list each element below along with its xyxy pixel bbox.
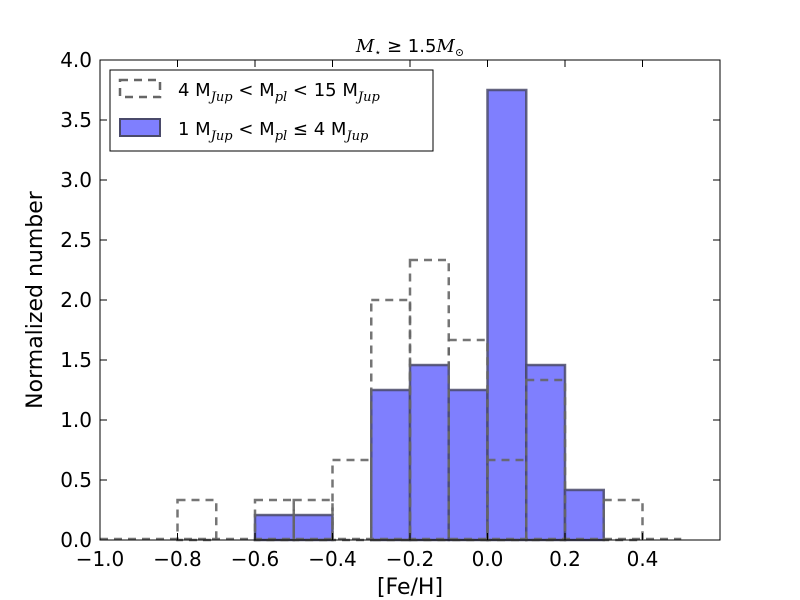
bar-filled bbox=[447, 388, 489, 542]
bar-filled bbox=[486, 88, 528, 542]
x-axis-label: [Fe/H] bbox=[377, 575, 443, 600]
x-tick-label: 0.2 bbox=[549, 547, 581, 571]
y-tick-label: 1.5 bbox=[60, 348, 92, 372]
chart-title: M⋆ ≥ 1.5M⊙ bbox=[355, 36, 464, 59]
legend: 4 MJup < Mpl < 15 MJup 1 MJup < Mpl ≤ 4 … bbox=[109, 69, 434, 152]
x-tick-label: 0.4 bbox=[627, 547, 659, 571]
bar-filled bbox=[563, 488, 605, 542]
x-tick-label: −0.6 bbox=[231, 547, 280, 571]
bar-dashed bbox=[486, 458, 528, 542]
y-tick-label: 3.5 bbox=[60, 108, 92, 132]
legend-swatch-filled bbox=[119, 118, 161, 137]
legend-swatch-dashed bbox=[118, 78, 162, 99]
x-tick-label: −0.2 bbox=[386, 547, 435, 571]
y-tick-label: 4.0 bbox=[60, 48, 92, 72]
x-tick-label: 0.0 bbox=[472, 547, 504, 571]
bar-dashed bbox=[331, 458, 373, 542]
bar-filled bbox=[292, 513, 334, 542]
bar-dashed bbox=[525, 378, 567, 542]
x-tick-label: −0.8 bbox=[153, 547, 202, 571]
legend-entry-massive: 4 MJup < Mpl < 15 MJup bbox=[178, 80, 380, 105]
y-tick-label: 2.0 bbox=[60, 288, 92, 312]
bar-filled bbox=[370, 388, 412, 542]
y-axis-label: Normalized number bbox=[23, 190, 48, 409]
bar-filled bbox=[408, 363, 450, 542]
legend-frame bbox=[109, 69, 434, 152]
y-tick-label: 1.0 bbox=[60, 408, 92, 432]
bar-filled bbox=[525, 363, 567, 542]
bar-filled bbox=[253, 513, 295, 542]
x-tick-label: −1.0 bbox=[76, 547, 125, 571]
x-tick-label: −0.4 bbox=[308, 547, 357, 571]
y-tick-label: 3.0 bbox=[60, 168, 92, 192]
legend-entry-giant: 1 MJup < Mpl ≤ 4 MJup bbox=[178, 119, 369, 144]
y-tick-label: 0.0 bbox=[60, 528, 92, 552]
y-tick-label: 2.5 bbox=[60, 228, 92, 252]
plot-area: −1.0 −0.8 −0.6 −0.4 −0.2 0.0 0.2 0.4 0.0 0.5 1.0 1.… bbox=[60, 48, 721, 571]
y-tick-label: 0.5 bbox=[60, 468, 92, 492]
